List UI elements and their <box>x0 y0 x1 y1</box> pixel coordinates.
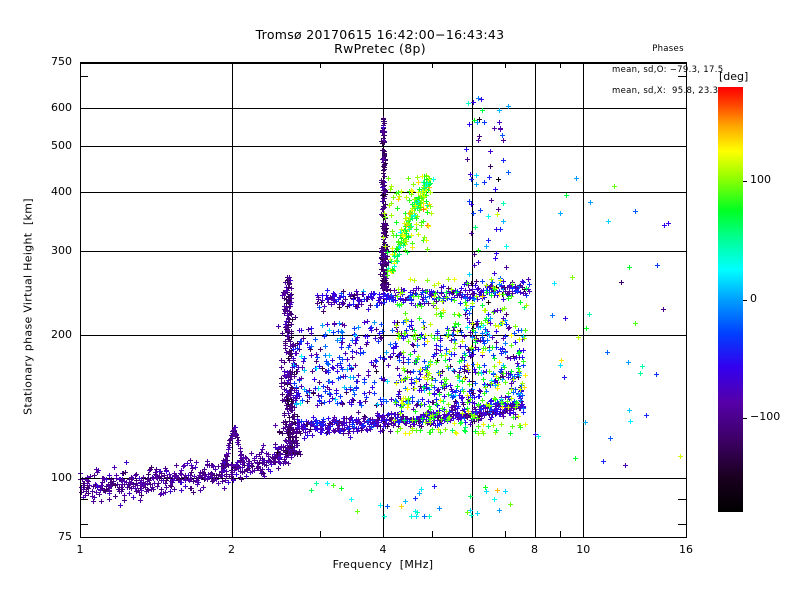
x-tick-label: 16 <box>679 543 693 556</box>
colorbar-tick-label: −100 <box>750 409 781 423</box>
x-tick-label: 6 <box>468 543 476 556</box>
phase-stats-x-mode: mean, sd,X: 95.8, 23.3 <box>612 86 719 96</box>
chart-title-line1: Tromsø 20170615 16:42:00−16:43:43 <box>255 27 505 42</box>
y-tick-label: 200 <box>51 327 72 341</box>
x-axis-label: Frequency [MHz] <box>332 558 434 571</box>
chart-title-line2: RwPretec (8p) <box>334 41 426 56</box>
y-tick-label: 500 <box>51 138 72 152</box>
y-tick-label: 100 <box>51 470 72 484</box>
y-tick-label: 400 <box>51 184 72 198</box>
x-tick-label: 2 <box>228 543 235 556</box>
phase-stats-block: Phases mean, sd,O: −79.3, 17.5 mean, sd,… <box>600 23 748 107</box>
colorbar-tick-label: 0 <box>750 291 757 305</box>
x-tick-label: 1 <box>76 543 84 556</box>
y-tick-label: 750 <box>51 55 72 68</box>
x-tick-label: 8 <box>531 543 538 556</box>
y-tick-label: 600 <box>51 101 72 115</box>
colorbar-unit-label: [deg] <box>719 70 749 83</box>
x-tick-label: 4 <box>379 543 387 556</box>
x-tick-label: 10 <box>576 543 591 556</box>
y-tick-label: 300 <box>51 244 72 258</box>
phase-stats-heading: Phases <box>652 44 684 54</box>
phase-stats-o-mode: mean, sd,O: −79.3, 17.5 <box>612 65 724 75</box>
y-tick-label: 75 <box>58 530 72 543</box>
y-axis-label: Stationary phase Virtual Height [km] <box>21 198 35 415</box>
colorbar-tick-label: 100 <box>750 173 771 187</box>
